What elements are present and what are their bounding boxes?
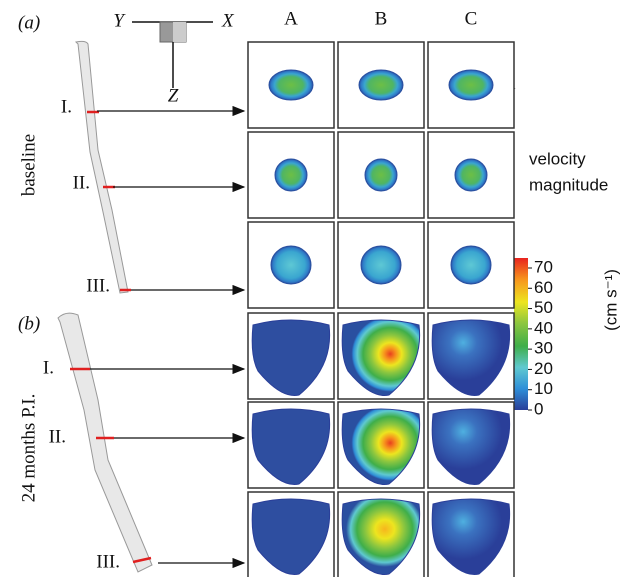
section-label: II. — [73, 172, 90, 193]
column-header: C — [465, 8, 478, 29]
section-label: II. — [49, 426, 66, 447]
cross-section — [269, 70, 313, 100]
figure: (a) (b) Y X Z X Y baseline 24 months P.I… — [0, 0, 643, 577]
colorbar-tick-label: 20 — [534, 359, 553, 378]
panel-label: (b) — [18, 313, 40, 334]
colorbar-tick-label: 40 — [534, 318, 553, 337]
cross-section — [449, 70, 493, 100]
axis-label: Y — [113, 10, 126, 31]
axis-label: Z — [168, 85, 179, 106]
axis-label: X — [221, 10, 235, 31]
cross-section — [271, 246, 311, 284]
cross-section — [275, 159, 307, 191]
cross-section — [365, 159, 397, 191]
colorbar-tick-label: 60 — [534, 278, 553, 297]
cross-section — [455, 159, 487, 191]
colorbar-tick-label: 0 — [534, 399, 543, 418]
colorbar-title: magnitude — [529, 175, 608, 194]
cross-section — [361, 246, 401, 284]
group-label: baseline — [18, 134, 39, 196]
panel-label: (a) — [18, 12, 40, 33]
section-label: III. — [96, 551, 120, 572]
section-label: I. — [61, 96, 72, 117]
cross-section — [359, 70, 403, 100]
colorbar-tick-label: 10 — [534, 379, 553, 398]
colorbar-tick-label: 70 — [534, 257, 553, 276]
colorbar-title: velocity — [529, 149, 586, 168]
column-header: B — [375, 8, 388, 29]
section-label: III. — [86, 275, 110, 296]
colorbar-unit: (cm s⁻¹) — [601, 269, 620, 331]
column-header: A — [284, 8, 298, 29]
cross-section — [451, 246, 491, 284]
group-label: 24 months P.I. — [18, 394, 39, 503]
section-label: I. — [43, 357, 54, 378]
colorbar-tick-label: 30 — [534, 339, 553, 358]
colorbar-tick-label: 50 — [534, 298, 553, 317]
